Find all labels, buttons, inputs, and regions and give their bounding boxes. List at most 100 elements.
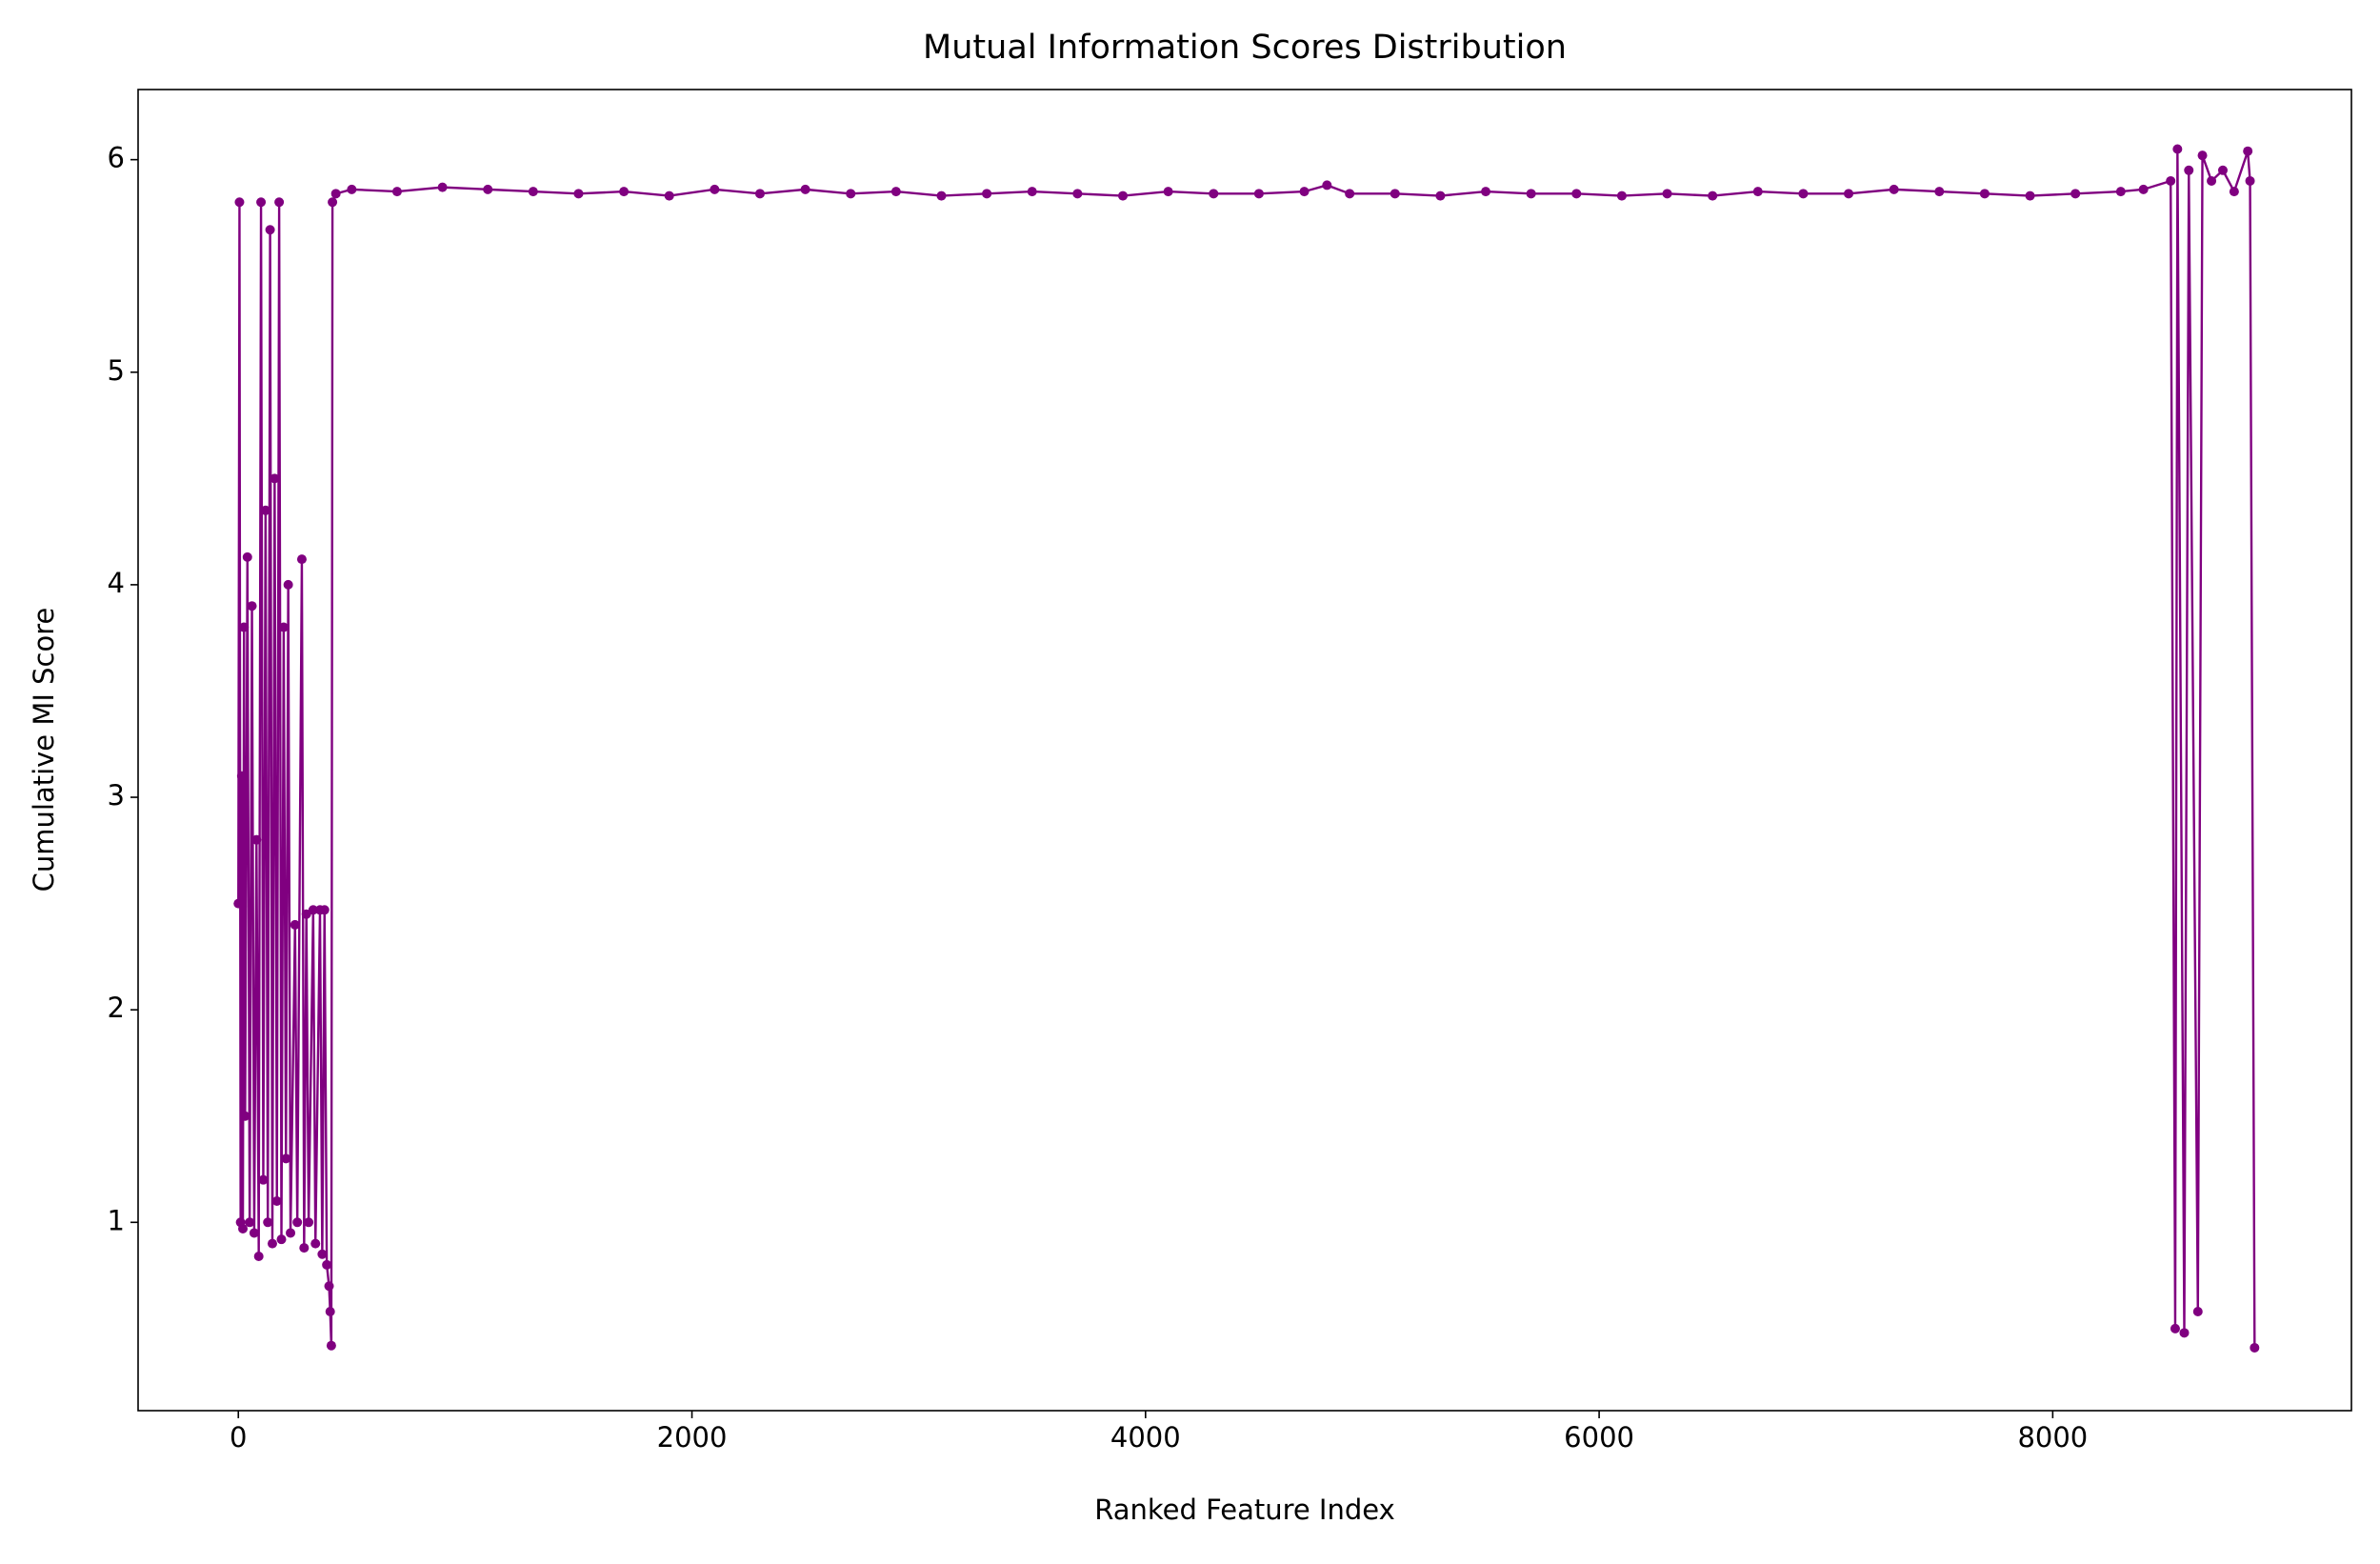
data-point <box>276 1234 287 1245</box>
data-point <box>528 187 538 197</box>
data-point <box>304 1217 314 1228</box>
data-point <box>281 1153 291 1164</box>
data-point <box>347 184 357 194</box>
x-tick-label: 8000 <box>2017 1421 2088 1454</box>
y-tick-label: 6 <box>108 142 125 174</box>
data-point <box>263 1217 273 1228</box>
data-point <box>233 898 244 909</box>
data-point <box>1027 187 1037 197</box>
data-point <box>265 225 275 235</box>
data-point <box>2170 1323 2180 1333</box>
x-tick-label: 0 <box>230 1421 247 1454</box>
data-point <box>310 1238 321 1249</box>
data-point <box>1662 189 1672 199</box>
data-point <box>936 190 947 201</box>
data-point <box>1934 187 1945 197</box>
x-tick-label: 4000 <box>1110 1421 1181 1454</box>
data-point <box>322 1259 332 1270</box>
data-point <box>260 505 270 515</box>
data-point <box>2217 165 2228 175</box>
data-point <box>573 189 584 199</box>
data-point <box>267 1238 277 1249</box>
data-point <box>278 622 289 632</box>
data-point <box>1752 187 1763 197</box>
data-point <box>1798 189 1809 199</box>
data-point <box>292 1217 303 1228</box>
data-point <box>1322 180 1332 190</box>
data-point <box>2172 144 2183 154</box>
data-point <box>286 1228 296 1238</box>
data-point <box>483 184 493 194</box>
data-point <box>2070 189 2081 199</box>
data-point <box>1345 189 1355 199</box>
data-point <box>1253 189 1264 199</box>
data-point <box>234 197 245 208</box>
data-point <box>1844 189 1854 199</box>
data-point <box>299 1243 310 1253</box>
data-point <box>1571 189 1582 199</box>
data-point <box>391 187 402 197</box>
data-point <box>330 189 341 199</box>
y-tick-label: 5 <box>108 354 125 387</box>
data-point <box>238 1223 249 1233</box>
data-point <box>710 184 720 194</box>
data-point <box>324 1281 334 1292</box>
data-point <box>2243 146 2253 156</box>
data-point <box>1118 190 1129 201</box>
data-point <box>290 919 300 930</box>
data-point <box>800 184 810 194</box>
data-point <box>437 182 448 192</box>
data-point <box>664 190 674 201</box>
data-point <box>2179 1328 2190 1338</box>
data-point <box>1979 189 1990 199</box>
data-point <box>317 1249 328 1259</box>
data-point <box>256 197 267 208</box>
plot-frame <box>137 89 2352 1412</box>
data-point <box>328 197 338 208</box>
data-point <box>619 187 630 197</box>
data-point <box>2250 1342 2260 1353</box>
x-axis-label: Ranked Feature Index <box>1094 1494 1395 1526</box>
data-point <box>270 473 280 484</box>
data-point <box>326 1340 336 1351</box>
data-point <box>846 189 856 199</box>
data-point <box>1708 190 1718 201</box>
data-point <box>239 622 250 632</box>
data-point <box>754 189 765 199</box>
data-point <box>1299 187 1310 197</box>
data-point <box>2184 165 2194 175</box>
data-point <box>2197 150 2208 161</box>
data-point <box>1435 190 1446 201</box>
data-point <box>271 1195 282 1206</box>
data-point <box>319 905 330 915</box>
data-point <box>247 601 257 612</box>
data-point <box>1616 190 1627 201</box>
data-point <box>2245 175 2255 186</box>
data-point <box>2138 184 2149 194</box>
data-point <box>2229 187 2239 197</box>
data-point <box>274 197 285 208</box>
x-tick-label: 2000 <box>657 1421 728 1454</box>
data-point <box>258 1174 269 1185</box>
data-point <box>308 905 318 915</box>
data-point <box>982 189 992 199</box>
data-point <box>1481 187 1491 197</box>
data-point <box>283 579 293 590</box>
data-point <box>890 187 901 197</box>
data-point <box>240 1111 250 1121</box>
y-tick-label: 3 <box>108 779 125 812</box>
data-point <box>2166 175 2176 186</box>
y-tick-label: 4 <box>108 567 125 599</box>
data-line <box>237 149 2256 1348</box>
data-point <box>1526 189 1536 199</box>
chart-title: Mutual Information Scores Distribution <box>923 29 1567 67</box>
x-tick-label: 6000 <box>1564 1421 1634 1454</box>
data-point <box>236 771 247 781</box>
data-point <box>2207 175 2217 186</box>
data-point <box>2025 190 2035 201</box>
y-tick-label: 2 <box>108 992 125 1024</box>
data-point <box>1889 184 1899 194</box>
data-point <box>245 1217 255 1228</box>
data-point <box>301 909 311 919</box>
